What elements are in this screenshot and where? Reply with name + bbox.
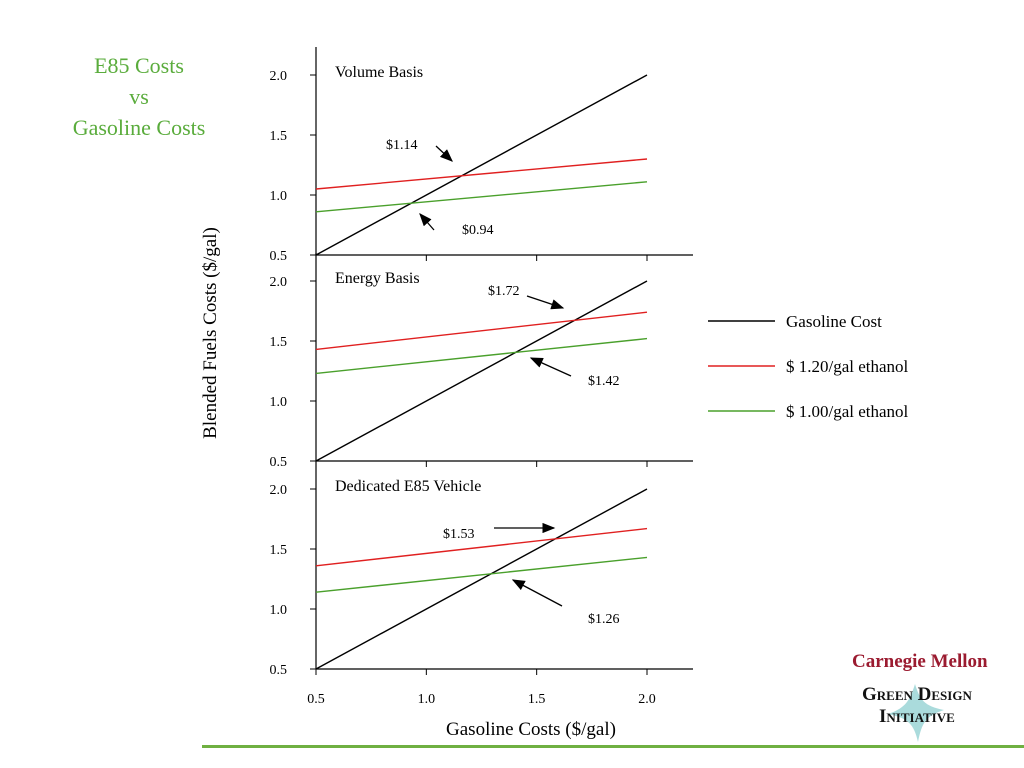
carnegie-mellon-logo: Carnegie Mellon: [852, 651, 988, 672]
legend-label: $ 1.00/gal ethanol: [786, 402, 909, 421]
panel-2-series-line-1: [315, 280, 648, 462]
panel-1-annotation-arrow: [435, 145, 453, 162]
panel-2-series-line-3: [315, 337, 648, 375]
panel-1-y-tick-label: 0.5: [270, 249, 288, 264]
panel-2-y-tick-label: 0.5: [270, 455, 288, 470]
slide-title: E85 Costs vs Gasoline Costs: [40, 50, 238, 143]
logo-line-green-design: Green Design: [862, 684, 972, 705]
panel-2-y-tick-label: 2.0: [270, 275, 288, 290]
panel-3-series-line-3: [315, 556, 648, 593]
panel-3-annotation-label: $1.53: [443, 527, 475, 542]
panel-3-annotation-arrow: [511, 579, 563, 607]
logo-line-initiative: Initiative: [879, 706, 955, 727]
panel-3-title: Dedicated E85 Vehicle: [335, 478, 481, 495]
panel-2-annotation-label: $1.42: [588, 374, 620, 389]
panel-1-series-line-2: [315, 158, 648, 190]
x-tick-label: 1.5: [528, 692, 546, 707]
panel-1-series-line-1: [315, 74, 648, 256]
panel-3-annotation-label: $1.26: [588, 612, 620, 627]
panel-2-y-tick-label: 1.0: [270, 395, 288, 410]
y-axis-label: Blended Fuels Costs ($/gal): [200, 227, 221, 439]
panel-3-y-tick-label: 1.5: [270, 543, 288, 558]
panel-2-y-tick-label: 1.5: [270, 335, 288, 350]
legend-label: $ 1.20/gal ethanol: [786, 357, 909, 376]
slide-title-line-1: E85 Costs: [94, 53, 184, 78]
panel-1-y-tick-label: 2.0: [270, 69, 288, 84]
panel-2-title: Energy Basis: [335, 270, 420, 287]
green-design-initiative-logo: Green Design Initiative: [862, 684, 972, 728]
panel-2-annotation-arrow: [529, 357, 572, 377]
x-tick-label: 1.0: [418, 692, 436, 707]
panel-3-series-line-2: [315, 527, 648, 567]
slide-title-line-2: vs: [129, 84, 149, 109]
panel-2-annotation-label: $1.72: [488, 284, 520, 299]
panel-1-y-tick-label: 1.5: [270, 129, 288, 144]
panel-1-title: Volume Basis: [335, 64, 423, 81]
panel-3-y-tick-label: 0.5: [270, 663, 288, 678]
panel-2-annotation-arrow: [526, 295, 565, 310]
panel-3-y-tick-label: 2.0: [270, 483, 288, 498]
panel-3-y-tick-label: 1.0: [270, 603, 288, 618]
panel-1-annotation-label: $0.94: [462, 223, 494, 238]
panel-1-annotation-label: $1.14: [386, 138, 418, 153]
x-tick-label: 0.5: [307, 692, 325, 707]
leaf-logo-icon: [888, 684, 944, 742]
panel-1-annotation-arrow: [419, 213, 435, 231]
x-axis-label: Gasoline Costs ($/gal): [446, 719, 616, 740]
x-tick-label: 2.0: [638, 692, 656, 707]
panel-3-series-line-1: [315, 488, 648, 670]
legend-label: Gasoline Cost: [786, 312, 882, 331]
panel-1-y-tick-label: 1.0: [270, 189, 288, 204]
panel-1-series-line-3: [315, 181, 648, 213]
panel-2-series-line-2: [315, 311, 648, 351]
slide-title-line-3: Gasoline Costs: [72, 115, 206, 140]
footer-rule: [202, 745, 1024, 748]
